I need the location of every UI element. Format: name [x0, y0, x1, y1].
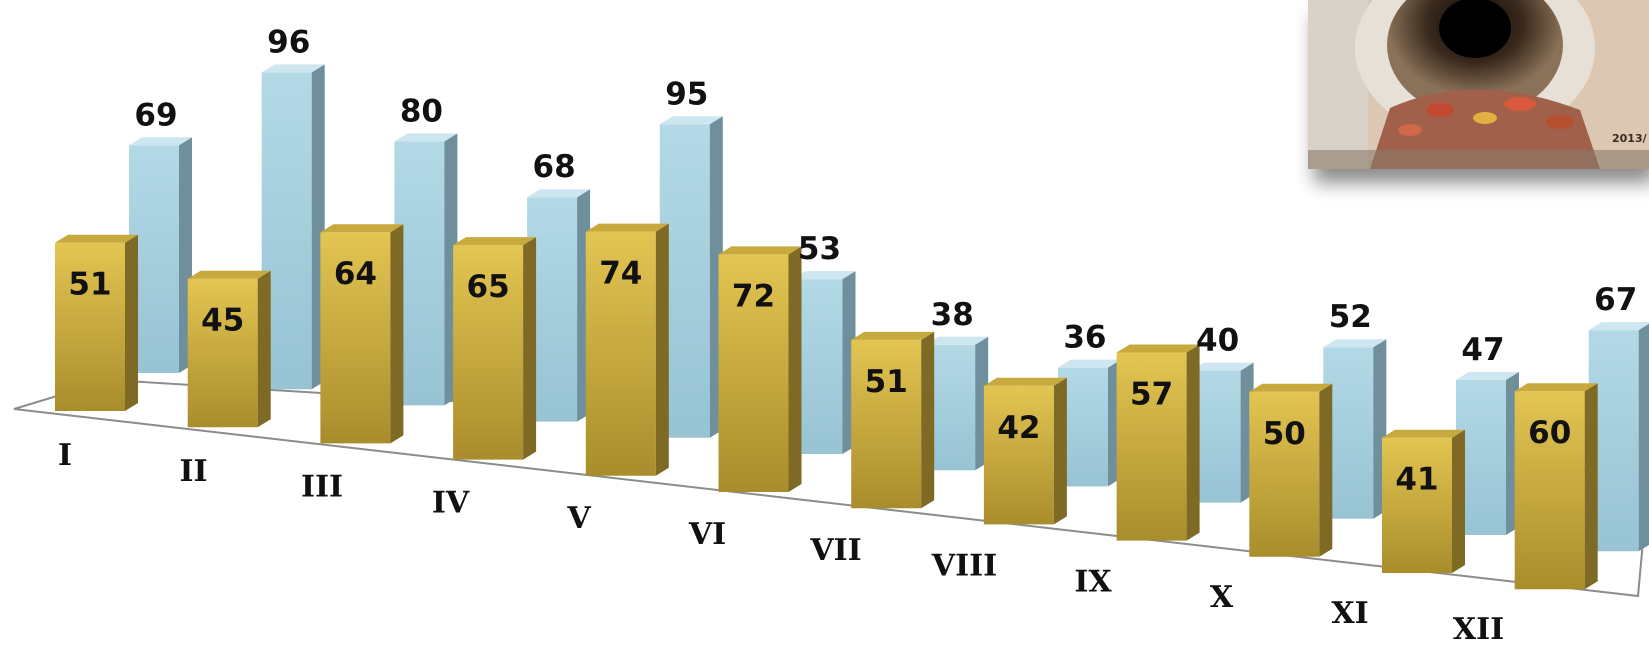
category-label: VI	[688, 517, 726, 552]
bar-blue	[659, 116, 723, 438]
sewer-pipe-photo: 2013/	[1308, 0, 1649, 169]
blue-value-label: 47	[1461, 332, 1504, 368]
gold-value-label: 51	[68, 267, 111, 303]
bar-gold	[585, 223, 669, 476]
category-label: III	[301, 470, 343, 505]
gold-value-label: 57	[1130, 377, 1173, 413]
category-label: XII	[1453, 612, 1504, 647]
bar-gold	[55, 234, 138, 411]
category-label: I	[58, 438, 72, 473]
bar-gold	[1249, 383, 1333, 557]
blue-value-label: 36	[1063, 320, 1106, 356]
bar-blue	[1588, 322, 1649, 552]
gold-value-label: 72	[732, 278, 775, 314]
bar-gold	[187, 270, 271, 428]
category-label: VIII	[931, 549, 997, 584]
category-labels: I II III IV V VI VII VIII IX X XI XII	[58, 438, 1504, 647]
blue-value-label: 53	[798, 231, 841, 267]
photo-date-stamp: 2013/	[1612, 132, 1648, 145]
gold-value-label: 45	[201, 303, 244, 339]
bar-blue	[1057, 359, 1121, 487]
gold-series	[55, 223, 1598, 590]
bar-gold	[851, 331, 935, 509]
bar-gold	[718, 246, 802, 492]
blue-value-label: 67	[1594, 282, 1637, 318]
category-label: V	[566, 501, 591, 536]
bar-blue	[129, 137, 192, 373]
gold-value-label: 50	[1263, 416, 1306, 452]
bar-gold	[320, 224, 404, 444]
gold-value-label: 65	[467, 269, 510, 305]
category-label: VII	[809, 533, 861, 568]
bar-gold	[453, 237, 537, 460]
value-labels: 69 51 96 45 80 64 68 65 95 74 53 72 38 51 36 42 40 57 52 50…	[68, 24, 1637, 497]
category-label: X	[1210, 580, 1234, 615]
bar-gold	[1382, 429, 1465, 573]
gold-value-label: 42	[997, 410, 1040, 446]
blue-value-label: 96	[267, 24, 310, 60]
blue-value-label: 69	[134, 97, 177, 133]
bar-blue	[1190, 362, 1254, 503]
bar-blue	[792, 271, 856, 454]
bar-blue	[925, 336, 989, 471]
gold-value-label: 74	[599, 256, 642, 292]
blue-value-label: 40	[1196, 323, 1239, 359]
category-label: XI	[1331, 596, 1368, 631]
category-label: IV	[432, 485, 470, 520]
blue-value-label: 52	[1329, 299, 1372, 335]
gold-value-label: 60	[1528, 415, 1571, 451]
blue-value-label: 95	[665, 76, 708, 112]
blue-value-label: 68	[533, 149, 576, 185]
bar-gold	[1514, 383, 1598, 590]
category-label: II	[179, 454, 207, 489]
gold-value-label: 64	[334, 256, 377, 292]
bar-blue	[1456, 371, 1519, 535]
blue-series	[129, 64, 1649, 552]
bar-gold	[1116, 344, 1200, 541]
blue-value-label: 38	[931, 297, 974, 333]
gold-value-label: 41	[1395, 462, 1438, 498]
bar-gold	[983, 377, 1067, 525]
gold-value-label: 51	[865, 364, 908, 400]
category-label: IX	[1074, 564, 1112, 599]
bar-blue	[261, 64, 325, 390]
blue-value-label: 80	[400, 93, 443, 129]
bar-blue	[527, 189, 591, 422]
bar-blue	[1323, 339, 1387, 519]
bar-blue	[394, 133, 458, 406]
